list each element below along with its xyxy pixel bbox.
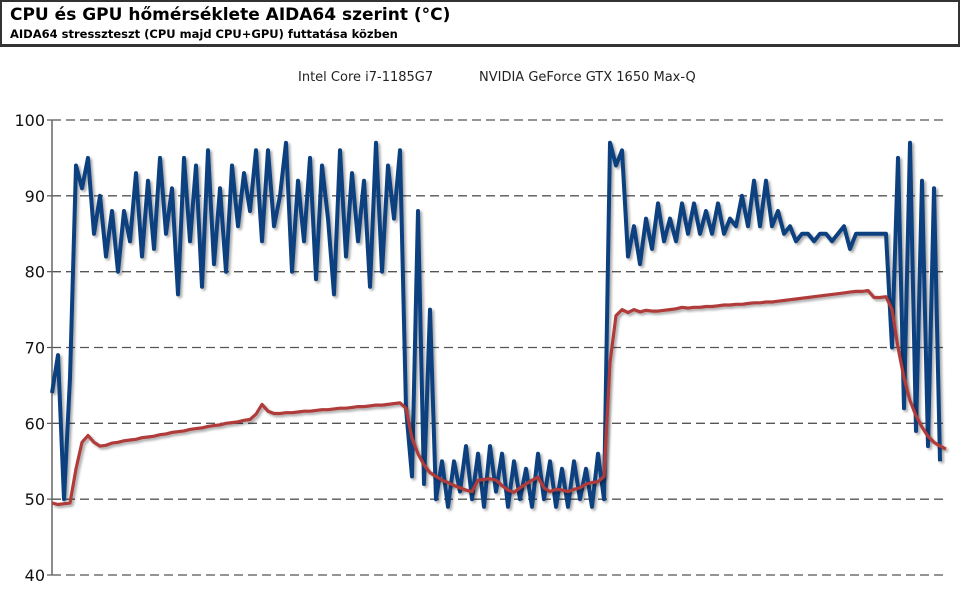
y-tick-label: 40 bbox=[25, 566, 45, 585]
y-axis: 40 50 60 70 80 90 100 bbox=[14, 111, 53, 585]
chart-title-box: CPU és GPU hőmérséklete AIDA64 szerint (… bbox=[0, 0, 960, 47]
y-tick-label: 100 bbox=[14, 111, 45, 130]
chart-title: CPU és GPU hőmérséklete AIDA64 szerint (… bbox=[10, 5, 451, 25]
legend-label: Intel Core i7-1185G7 bbox=[298, 70, 433, 85]
y-tick-label: 90 bbox=[25, 187, 45, 206]
gridlines bbox=[52, 119, 946, 576]
chart-subtitle: AIDA64 stresszteszt (CPU majd CPU+GPU) f… bbox=[10, 27, 398, 41]
series-lines bbox=[50, 140, 947, 509]
legend-label: NVIDIA GeForce GTX 1650 Max-Q bbox=[479, 70, 696, 85]
y-tick-label: 60 bbox=[25, 414, 45, 433]
y-tick-label: 50 bbox=[25, 490, 45, 509]
y-tick-label: 70 bbox=[25, 339, 45, 358]
legend: Intel Core i7-1185G7 NVIDIA GeForce GTX 1… bbox=[265, 70, 696, 85]
series-line-cpu bbox=[50, 140, 942, 509]
series-line-gpu bbox=[51, 289, 947, 507]
y-tick-label: 80 bbox=[25, 263, 45, 282]
